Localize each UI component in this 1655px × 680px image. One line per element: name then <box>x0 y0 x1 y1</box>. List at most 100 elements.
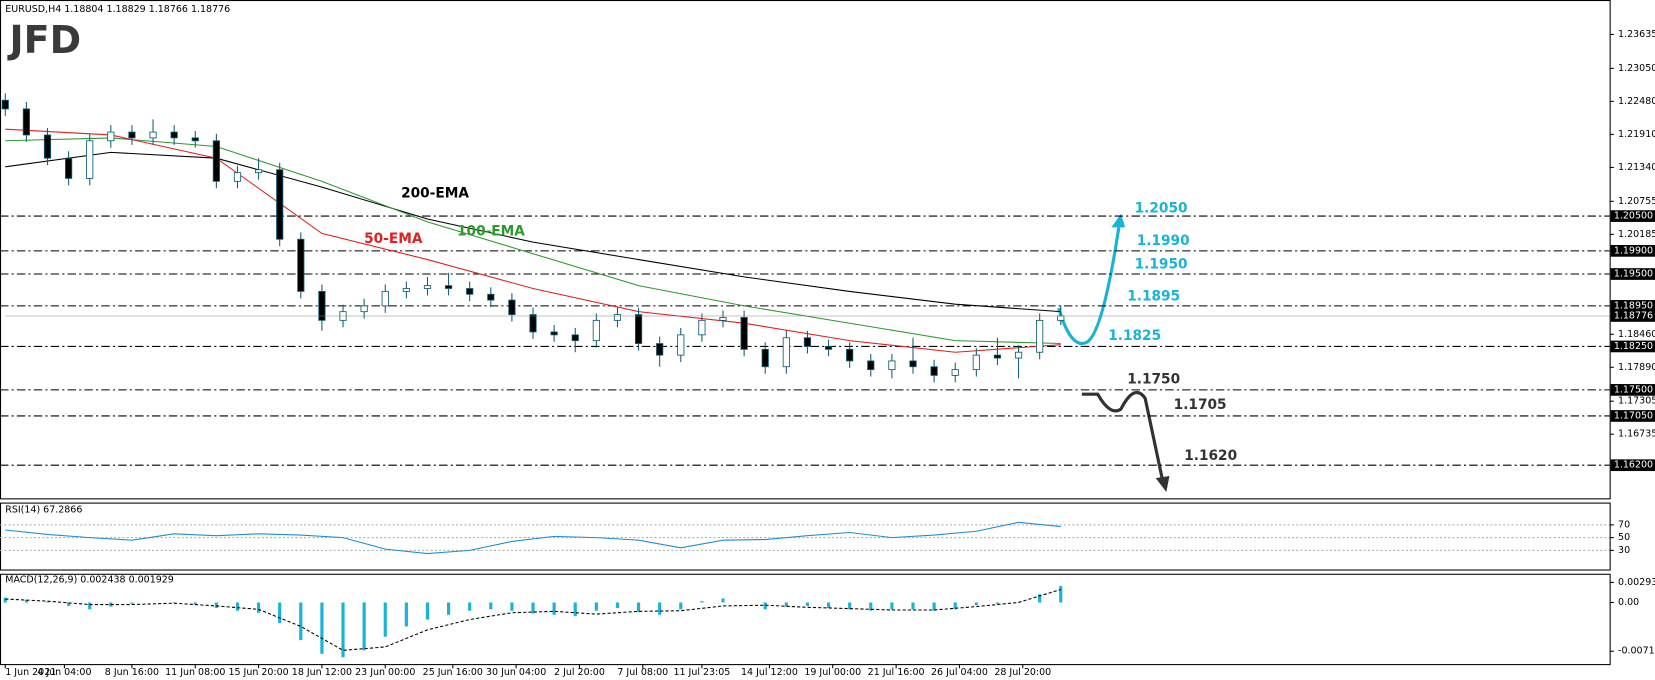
candle-body <box>1 99 9 110</box>
macd-bar <box>510 602 514 611</box>
macd-bar <box>130 602 134 604</box>
candle-body <box>212 140 220 182</box>
candle-body <box>972 354 980 371</box>
level-label: 1.19500 <box>1614 269 1653 280</box>
macd-bar <box>489 602 493 610</box>
candle-body <box>634 314 643 344</box>
candle-body <box>487 293 495 301</box>
last-price-label: 1.18776 <box>1614 310 1653 321</box>
target-label: 1.2050 <box>1135 200 1188 216</box>
target-label: 1.1705 <box>1174 397 1227 413</box>
candle-body <box>613 314 622 321</box>
level-box <box>1610 384 1655 396</box>
y-tick-label: 1.17305 <box>1618 396 1655 407</box>
macd-bar <box>995 602 1000 604</box>
y-tick-label: 1.23635 <box>1618 29 1655 40</box>
level-label: 1.17500 <box>1614 384 1653 395</box>
candle-body <box>656 343 664 356</box>
x-tick-label: 11 Jun 08:00 <box>165 667 225 678</box>
candle-body <box>22 108 30 136</box>
macd-pane <box>0 573 1611 666</box>
candle-body <box>149 131 157 139</box>
macd-bar <box>911 602 915 610</box>
macd-bar <box>383 602 387 637</box>
candle-body <box>466 288 474 295</box>
macd-bar <box>446 602 451 615</box>
candle-body <box>529 314 537 333</box>
level-box <box>1610 340 1655 353</box>
x-tick-label: 30 Jun 04:00 <box>486 667 546 678</box>
x-tick-label: 8 Jun 16:00 <box>105 667 159 678</box>
header: EURUSD,H4 1.18804 1.18829 1.18766 1.1877… <box>5 4 230 15</box>
x-tick-label: 7 Jul 08:00 <box>617 667 668 678</box>
macd-bar <box>1038 594 1042 603</box>
level-box <box>1610 268 1655 280</box>
level-label: 1.17050 <box>1614 410 1653 421</box>
macd-bar <box>1059 586 1063 603</box>
macd-bar <box>235 602 240 611</box>
macd-bar <box>468 602 472 611</box>
macd-bar <box>531 602 535 614</box>
candle-body <box>782 337 790 368</box>
candle-body <box>381 290 389 307</box>
macd-bar <box>636 602 641 613</box>
candle-body <box>592 319 600 342</box>
ema-line <box>5 151 1061 313</box>
macd-bar <box>721 598 725 603</box>
level-label: 1.18250 <box>1614 341 1653 352</box>
macd-bar <box>3 597 7 603</box>
candle-body <box>909 360 917 368</box>
ema-label: 50-EMA <box>364 231 423 247</box>
y-tick-label: -0.007122 <box>1618 646 1655 657</box>
candle-body <box>170 131 178 139</box>
macd-bar <box>658 602 662 615</box>
level-box <box>1610 245 1655 257</box>
candle-body <box>297 238 305 292</box>
macd-bar <box>214 602 218 608</box>
level-label: 1.20500 <box>1614 211 1653 222</box>
y-tick-label: 1.16735 <box>1618 429 1655 440</box>
x-tick-label: 4 Jun 04:00 <box>37 667 91 678</box>
y-tick-label: 1.21340 <box>1618 162 1655 173</box>
y-tick-label: 1.23050 <box>1618 63 1655 74</box>
target-label: 1.1750 <box>1127 371 1180 387</box>
y-tick-label: 1.18460 <box>1618 329 1655 340</box>
rsi-pane <box>0 502 1611 571</box>
macd-bar <box>193 602 197 605</box>
macd-bar <box>278 602 282 624</box>
pane-title: RSI(14) 67.2866 <box>5 504 82 515</box>
pane-title: MACD(12,26,9) 0.002438 0.001929 <box>5 575 174 586</box>
candle-body <box>550 331 558 336</box>
level-label: 1.16200 <box>1614 460 1653 471</box>
candle-body <box>255 169 263 174</box>
candle-body <box>508 299 516 315</box>
y-tick-label: 1.20755 <box>1618 196 1655 207</box>
macd-bar <box>763 602 767 610</box>
ema-label: 200-EMA <box>401 185 469 201</box>
candle-body <box>444 285 453 289</box>
candle-body <box>761 348 769 368</box>
ema-line <box>5 128 1061 353</box>
macd-bar <box>805 602 810 606</box>
candle-body <box>43 134 52 159</box>
candle-body <box>360 305 368 313</box>
candle-body <box>993 354 1002 359</box>
candle-body <box>191 137 199 142</box>
candle-body <box>1057 315 1065 321</box>
level-label: 1.18950 <box>1614 300 1653 311</box>
x-tick-label: 2 Jul 20:00 <box>554 667 605 678</box>
candle-body <box>888 360 896 371</box>
macd-bar <box>320 602 324 654</box>
bear-arrow-head <box>1155 476 1170 492</box>
x-tick-label: 15 Jun 20:00 <box>228 667 288 678</box>
logo: JFD <box>7 18 82 62</box>
candle-body <box>951 369 959 376</box>
y-tick-label: 70 <box>1618 519 1630 530</box>
level-box <box>1610 300 1655 312</box>
candle-body <box>803 337 812 347</box>
candle-body <box>65 157 73 179</box>
level-box <box>1610 410 1655 422</box>
target-label: 1.1950 <box>1135 257 1188 273</box>
ema-label: 100-EMA <box>457 224 525 240</box>
